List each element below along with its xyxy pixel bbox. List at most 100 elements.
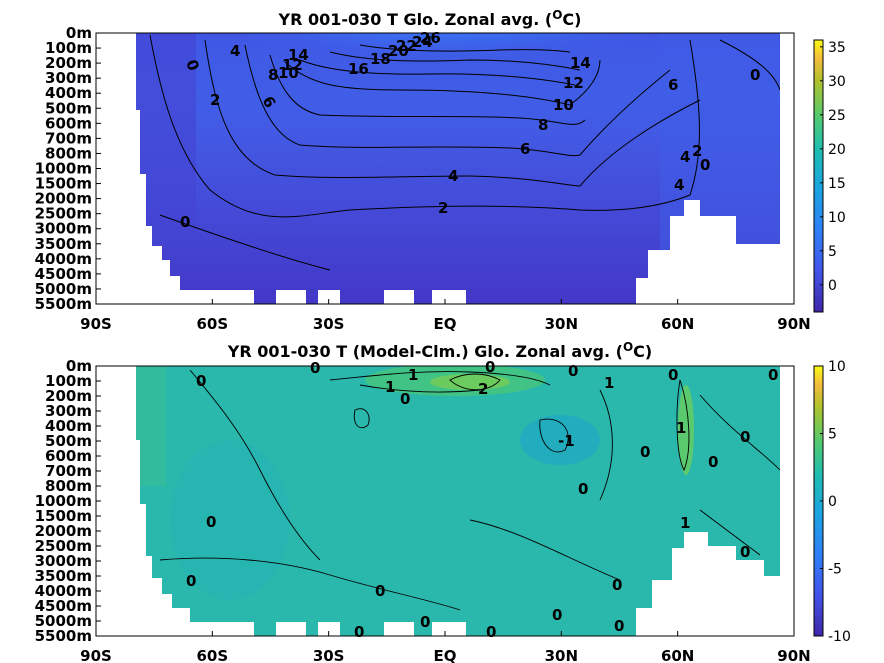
contour-label: 12 <box>563 74 584 92</box>
contour-label: 0 <box>740 428 750 446</box>
colorbar-tick-label: 15 <box>828 176 846 192</box>
colorbar-tick-label: 25 <box>828 108 846 124</box>
contour-label: 0 <box>206 513 216 531</box>
y-tick-label: 5500m <box>35 295 92 313</box>
contour-label: 0 <box>186 572 196 590</box>
contour-label: 4 <box>448 167 458 185</box>
x-tick-label: 60N <box>661 315 694 333</box>
contour-label: 0 <box>640 443 650 461</box>
y-tick-label: 400m <box>45 417 92 435</box>
panel-1-x-axis: 90S 60S 30S EQ 30N 60N 90N <box>80 299 811 333</box>
contour-label: 6 <box>668 76 678 94</box>
contour-label: 8 <box>538 116 548 134</box>
y-tick-label: 1000m <box>35 160 92 178</box>
y-tick-label: 1500m <box>35 507 92 525</box>
y-tick-label: 500m <box>45 99 92 117</box>
colorbar-tick-label: -5 <box>828 562 842 578</box>
contour-label: 26 <box>420 29 441 47</box>
contour-label: 0 <box>310 359 320 377</box>
contour-label: 1 <box>676 419 686 437</box>
y-tick-label: 4500m <box>35 597 92 615</box>
contour-label: 4 <box>674 176 684 194</box>
contour-label: 0 <box>485 358 495 376</box>
contour-label: 0 <box>486 623 496 641</box>
y-tick-label: 600m <box>45 114 92 132</box>
contour-label: 0 <box>668 366 678 384</box>
contour-label: 24 <box>412 33 433 51</box>
y-tick-label: 2000m <box>35 190 92 208</box>
y-tick-label: 5000m <box>35 612 92 630</box>
colorbar-tick-label: 5 <box>828 427 837 443</box>
y-tick-label: 4000m <box>35 250 92 268</box>
x-tick-label: 60S <box>196 315 228 333</box>
contour-label: 2 <box>438 199 448 217</box>
y-tick-label: 100m <box>45 372 92 390</box>
colorbar-tick-label: 30 <box>828 74 846 90</box>
panel-1-title: YR 001-030 T Glo. Zonal avg. (OC) <box>278 8 582 29</box>
y-tick-label: 800m <box>45 144 92 162</box>
contour-label: 0 <box>740 543 750 561</box>
contour-label: 0 <box>196 372 206 390</box>
contour-label: -1 <box>558 432 575 450</box>
panel-2-contours <box>159 369 780 611</box>
contour-label: 0 <box>400 390 410 408</box>
y-tick-label: 1500m <box>35 175 92 193</box>
contour-label: 0 <box>375 582 385 600</box>
contour-label: 10 <box>553 96 574 114</box>
y-tick-label: 3500m <box>35 567 92 585</box>
colorbar-tick-label: 10 <box>828 359 846 375</box>
y-tick-label: 4500m <box>35 265 92 283</box>
y-tick-label: 1000m <box>35 492 92 510</box>
y-tick-label: 2500m <box>35 537 92 555</box>
colorbar-tick-label: -10 <box>828 629 851 645</box>
y-tick-label: 500m <box>45 432 92 450</box>
colorbar-tick-label: 35 <box>828 40 846 56</box>
contour-label: 0 <box>700 156 710 174</box>
panel-1-contours <box>149 34 780 271</box>
x-tick-label: 30S <box>313 647 345 663</box>
panel-2-contour-labels: 0 0 1 1 2 0 0 0 1 0 -1 0 1 0 0 0 0 0 0 0… <box>186 358 778 641</box>
y-tick-label: 700m <box>45 462 92 480</box>
contour-label: 0 <box>552 606 562 624</box>
contour-label: 1 <box>604 374 614 392</box>
contour-label: 0 <box>768 366 778 384</box>
contour-label: 0 <box>750 66 760 84</box>
contour-label: 0 <box>180 213 190 231</box>
panel-2-x-axis: 90S 60S 30S EQ 30N 60N 90N <box>80 631 811 663</box>
y-tick-label: 300m <box>45 402 92 420</box>
contour-label: 0 <box>578 480 588 498</box>
y-tick-label: 2000m <box>35 522 92 540</box>
x-tick-label: 90N <box>777 647 810 663</box>
contour-label: 4 <box>230 42 240 60</box>
contour-label: 14 <box>570 54 591 72</box>
contour-label: 0 <box>614 617 624 635</box>
contour-label: 16 <box>348 60 369 78</box>
contour-label: 4 <box>680 148 690 166</box>
contour-label: 14 <box>288 46 309 64</box>
contour-label: 0 <box>612 576 622 594</box>
contour-label: 2 <box>692 142 702 160</box>
x-tick-label: 90S <box>80 315 112 333</box>
colorbar-tick-label: 0 <box>828 494 837 510</box>
contour-label: 10 <box>278 64 299 82</box>
contour-label: 22 <box>396 37 417 55</box>
x-tick-label: 30N <box>545 647 578 663</box>
x-tick-label: 60N <box>661 647 694 663</box>
contour-label: 0 <box>708 453 718 471</box>
y-tick-label: 0m <box>66 24 92 42</box>
contour-label: 2 <box>210 91 220 109</box>
contour-label: 8 <box>268 66 278 84</box>
y-tick-label: 4000m <box>35 582 92 600</box>
y-tick-label: 200m <box>45 387 92 405</box>
y-tick-label: 100m <box>45 39 92 57</box>
contour-label: 18 <box>370 50 391 68</box>
panel-1-contour-labels: 0 2 4 6 8 10 12 14 16 18 20 22 24 26 6 8… <box>180 29 760 231</box>
x-tick-label: EQ <box>434 315 457 333</box>
y-tick-label: 300m <box>45 69 92 87</box>
colorbar-tick-label: 20 <box>828 142 846 158</box>
panel-1: YR 001-030 T Glo. Zonal avg. (OC) <box>35 8 846 333</box>
contour-label: 1 <box>385 378 395 396</box>
panel-2-field <box>136 366 780 636</box>
panel-1-colorbar: 35 30 25 20 15 10 5 0 <box>813 39 846 313</box>
